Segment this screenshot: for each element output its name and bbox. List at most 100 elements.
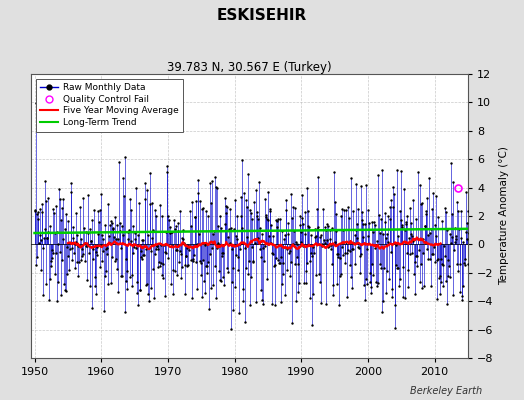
- Point: [219, 274, 227, 280]
- Point: [323, 237, 331, 243]
- Point: [265, 233, 273, 239]
- Point: [331, 199, 340, 206]
- Point: [452, 236, 461, 242]
- Point: [397, 168, 406, 174]
- Point: [227, 279, 236, 286]
- Point: [173, 220, 182, 226]
- Point: [447, 160, 455, 167]
- Point: [218, 253, 226, 260]
- Point: [149, 266, 158, 272]
- Point: [119, 232, 127, 238]
- Point: [407, 220, 416, 226]
- Point: [440, 242, 448, 249]
- Point: [98, 258, 106, 264]
- Point: [60, 281, 68, 287]
- Point: [39, 244, 47, 251]
- Point: [417, 200, 425, 207]
- Y-axis label: Temperature Anomaly (°C): Temperature Anomaly (°C): [499, 146, 509, 286]
- Point: [258, 231, 266, 237]
- Point: [74, 273, 83, 280]
- Point: [441, 253, 449, 259]
- Point: [122, 278, 130, 284]
- Point: [236, 241, 244, 247]
- Point: [419, 236, 428, 242]
- Point: [151, 206, 159, 213]
- Point: [446, 240, 455, 246]
- Point: [435, 273, 444, 279]
- Point: [383, 268, 391, 274]
- Point: [88, 217, 96, 223]
- Point: [317, 300, 325, 306]
- Legend: Raw Monthly Data, Quality Control Fail, Five Year Moving Average, Long-Term Tren: Raw Monthly Data, Quality Control Fail, …: [36, 78, 183, 132]
- Point: [66, 240, 74, 247]
- Point: [136, 254, 145, 260]
- Point: [163, 169, 171, 176]
- Point: [288, 215, 297, 222]
- Point: [165, 217, 173, 223]
- Point: [396, 207, 405, 214]
- Point: [133, 279, 141, 286]
- Point: [66, 246, 74, 252]
- Point: [387, 249, 395, 256]
- Point: [386, 216, 395, 222]
- Point: [332, 228, 340, 234]
- Point: [167, 229, 176, 236]
- Point: [359, 221, 368, 227]
- Point: [44, 229, 52, 236]
- Point: [378, 309, 386, 315]
- Point: [306, 258, 314, 264]
- Point: [261, 243, 269, 249]
- Point: [269, 251, 278, 257]
- Point: [356, 183, 365, 189]
- Point: [230, 307, 238, 314]
- Point: [129, 249, 138, 256]
- Point: [99, 236, 107, 243]
- Point: [150, 295, 158, 301]
- Point: [167, 281, 175, 287]
- Point: [107, 280, 115, 286]
- Point: [140, 252, 148, 258]
- Point: [427, 282, 435, 289]
- Point: [345, 248, 354, 254]
- Point: [213, 185, 222, 191]
- Point: [339, 227, 347, 233]
- Point: [194, 190, 202, 196]
- Point: [310, 250, 318, 256]
- Point: [226, 240, 234, 247]
- Point: [301, 231, 309, 238]
- Point: [425, 230, 434, 237]
- Point: [193, 240, 201, 247]
- Point: [395, 283, 403, 289]
- Point: [446, 230, 454, 237]
- Point: [432, 193, 441, 200]
- Point: [203, 270, 211, 276]
- Point: [335, 254, 344, 261]
- Point: [458, 293, 466, 300]
- Point: [162, 162, 171, 169]
- Point: [418, 285, 426, 291]
- Point: [95, 218, 103, 225]
- Point: [189, 258, 197, 264]
- Point: [268, 301, 276, 308]
- Point: [409, 197, 417, 203]
- Point: [408, 232, 416, 239]
- Point: [329, 282, 337, 288]
- Point: [464, 261, 472, 268]
- Point: [260, 196, 269, 202]
- Point: [461, 256, 470, 262]
- Point: [323, 221, 332, 228]
- Point: [430, 244, 438, 250]
- Point: [390, 302, 399, 308]
- Point: [204, 213, 212, 220]
- Point: [234, 254, 242, 261]
- Point: [449, 292, 457, 298]
- Point: [465, 248, 474, 254]
- Point: [61, 286, 69, 293]
- Point: [372, 242, 380, 248]
- Point: [420, 222, 429, 229]
- Point: [378, 167, 387, 174]
- Point: [244, 270, 252, 277]
- Point: [470, 278, 478, 285]
- Point: [439, 262, 447, 268]
- Point: [112, 256, 120, 262]
